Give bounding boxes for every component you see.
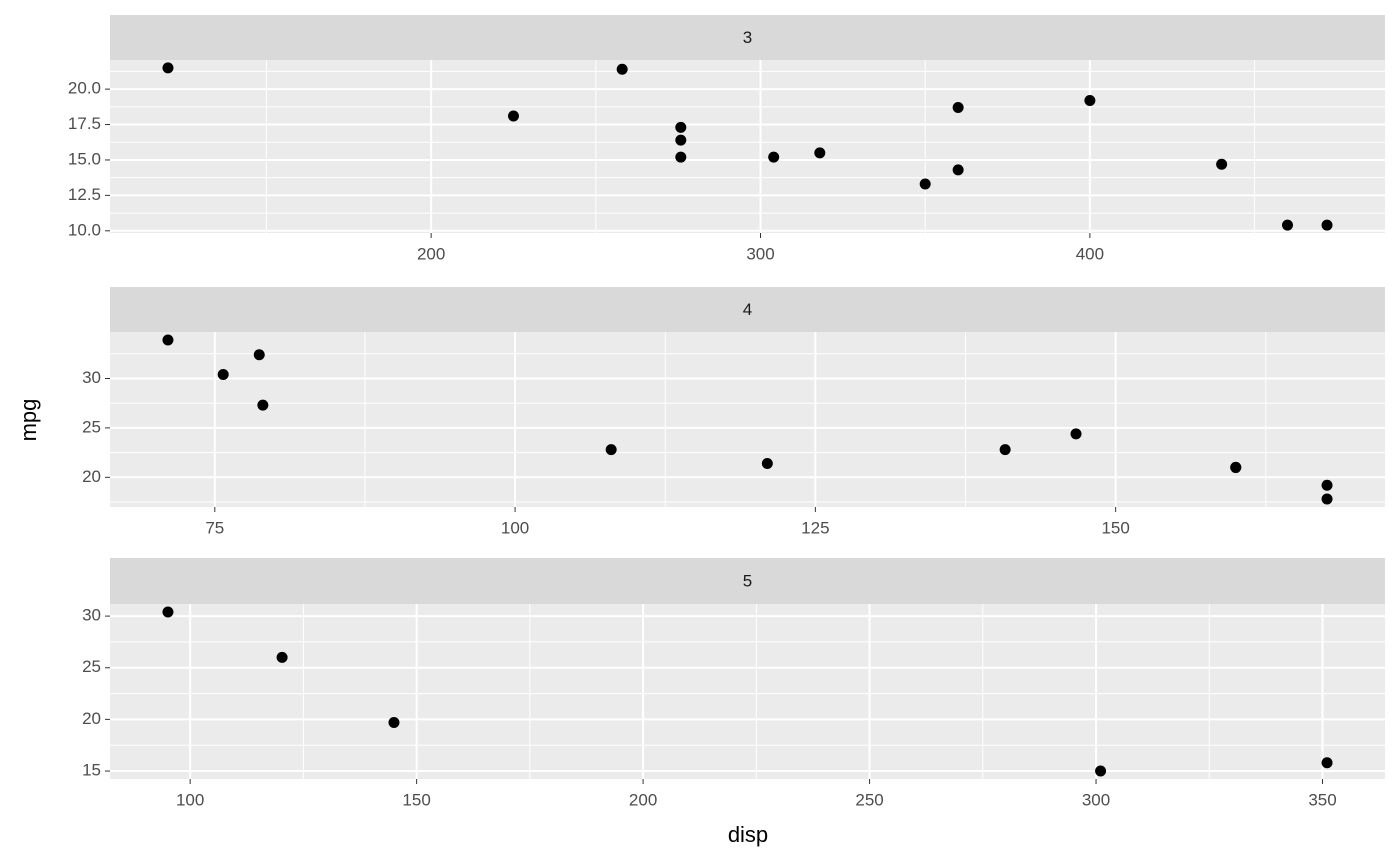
point [952, 102, 964, 114]
x-tick-label: 250 [855, 790, 883, 809]
y-tick-label: 20 [82, 467, 101, 486]
point [1321, 757, 1333, 769]
point [1321, 479, 1333, 491]
x-tick-label: 100 [501, 518, 529, 537]
y-tick-label: 15 [82, 761, 101, 780]
point [162, 606, 174, 618]
point [162, 62, 174, 74]
x-tick-label: 200 [417, 244, 445, 263]
y-tick-label: 20 [82, 709, 101, 728]
x-axis-title: disp [728, 822, 768, 847]
point [1230, 461, 1242, 473]
point [162, 334, 174, 346]
point [217, 369, 229, 381]
strip [110, 15, 1385, 60]
strip [110, 558, 1385, 604]
point [1216, 158, 1228, 170]
panel [110, 60, 1385, 233]
x-tick-label: 400 [1076, 244, 1104, 263]
y-tick-label: 17.5 [68, 114, 101, 133]
point [1321, 493, 1333, 505]
y-tick-label: 15.0 [68, 149, 101, 168]
point [605, 444, 617, 456]
point [253, 349, 265, 361]
point [1095, 765, 1107, 777]
y-tick-label: 25 [82, 417, 101, 436]
point [1084, 94, 1096, 106]
y-tick-label: 25 [82, 657, 101, 676]
point [616, 63, 628, 75]
x-tick-label: 200 [629, 790, 657, 809]
panel [110, 332, 1385, 507]
y-tick-label: 10.0 [68, 220, 101, 239]
x-tick-label: 150 [402, 790, 430, 809]
point [768, 151, 780, 163]
point [257, 399, 269, 411]
point [1282, 219, 1294, 231]
strip-label: 5 [743, 571, 752, 590]
point [1070, 428, 1082, 440]
y-tick-label: 20.0 [68, 79, 101, 98]
x-tick-label: 350 [1308, 790, 1336, 809]
x-tick-label: 75 [205, 518, 224, 537]
y-axis-title: mpg [16, 399, 41, 442]
panel [110, 604, 1385, 779]
y-tick-label: 30 [82, 606, 101, 625]
strip-label: 4 [743, 300, 752, 319]
point [1321, 219, 1333, 231]
point [276, 651, 288, 663]
point [675, 121, 687, 133]
x-tick-label: 125 [801, 518, 829, 537]
y-tick-label: 30 [82, 368, 101, 387]
point [919, 178, 931, 190]
point [814, 147, 826, 159]
x-tick-label: 300 [1082, 790, 1110, 809]
point [952, 164, 964, 176]
point [388, 716, 400, 728]
point [675, 151, 687, 163]
point [999, 444, 1011, 456]
x-tick-label: 100 [176, 790, 204, 809]
strip-label: 3 [743, 28, 752, 47]
strip [110, 287, 1385, 332]
point [761, 457, 773, 469]
y-tick-label: 12.5 [68, 185, 101, 204]
x-tick-label: 150 [1101, 518, 1129, 537]
point [507, 110, 519, 122]
x-tick-label: 300 [746, 244, 774, 263]
point [675, 134, 687, 146]
